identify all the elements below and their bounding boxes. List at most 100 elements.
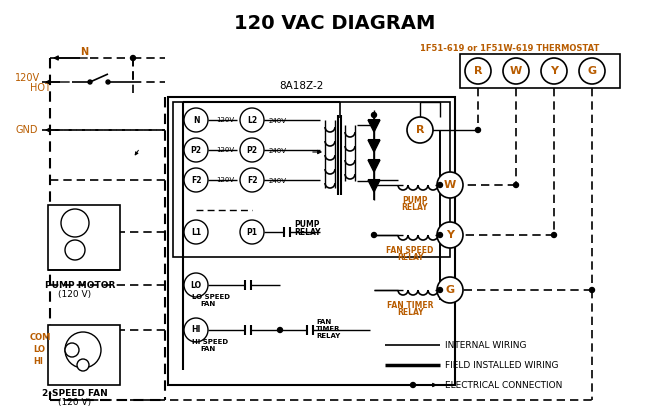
- Text: 1F51-619 or 1F51W-619 THERMOSTAT: 1F51-619 or 1F51W-619 THERMOSTAT: [420, 44, 600, 52]
- Text: LO SPEED: LO SPEED: [192, 294, 230, 300]
- Text: (120 V): (120 V): [58, 398, 91, 408]
- Circle shape: [411, 383, 415, 388]
- Polygon shape: [368, 180, 380, 192]
- Bar: [460, 54, 620, 88]
- Circle shape: [437, 172, 463, 198]
- Text: HI: HI: [33, 357, 43, 367]
- Text: 120V: 120V: [216, 147, 234, 153]
- Text: G: G: [588, 66, 596, 76]
- Circle shape: [240, 138, 264, 162]
- Circle shape: [371, 112, 377, 117]
- Text: 2-SPEED FAN: 2-SPEED FAN: [42, 388, 108, 398]
- Text: HI SPEED: HI SPEED: [192, 339, 228, 345]
- Text: RELAY: RELAY: [397, 253, 423, 262]
- Circle shape: [184, 108, 208, 132]
- Circle shape: [476, 127, 480, 132]
- Text: 120V: 120V: [15, 73, 40, 83]
- Circle shape: [503, 58, 529, 84]
- Text: R: R: [416, 125, 424, 135]
- Circle shape: [438, 287, 442, 292]
- Text: RELAY: RELAY: [294, 228, 320, 236]
- Text: RELAY: RELAY: [397, 308, 423, 317]
- Text: FAN SPEED: FAN SPEED: [387, 246, 433, 255]
- Text: ELECTRICAL CONNECTION: ELECTRICAL CONNECTION: [445, 380, 562, 390]
- Text: R: R: [474, 66, 482, 76]
- Text: N: N: [80, 47, 88, 57]
- Text: 120V: 120V: [216, 117, 234, 123]
- Text: RELAY: RELAY: [402, 203, 428, 212]
- Text: N: N: [193, 116, 199, 124]
- Text: (120 V): (120 V): [58, 290, 91, 300]
- Bar: [48, 325, 120, 385]
- Text: FAN: FAN: [316, 319, 331, 325]
- Text: P1: P1: [247, 228, 257, 236]
- Text: GND: GND: [15, 125, 38, 135]
- Circle shape: [184, 318, 208, 342]
- Text: Y: Y: [446, 230, 454, 240]
- Text: P2: P2: [247, 145, 257, 155]
- Text: 120V: 120V: [216, 177, 234, 183]
- Text: FIELD INSTALLED WIRING: FIELD INSTALLED WIRING: [445, 360, 559, 370]
- Bar: [168, 97, 455, 385]
- Circle shape: [277, 328, 283, 333]
- Circle shape: [184, 273, 208, 297]
- Circle shape: [465, 58, 491, 84]
- Circle shape: [437, 222, 463, 248]
- Circle shape: [437, 277, 463, 303]
- Circle shape: [184, 220, 208, 244]
- Circle shape: [240, 220, 264, 244]
- Text: TIMER: TIMER: [316, 326, 340, 332]
- Text: LO: LO: [33, 346, 45, 354]
- Text: Y: Y: [550, 66, 558, 76]
- Circle shape: [240, 108, 264, 132]
- Circle shape: [184, 138, 208, 162]
- Text: F2: F2: [247, 176, 257, 184]
- Text: RELAY: RELAY: [316, 333, 340, 339]
- Circle shape: [407, 117, 433, 143]
- Circle shape: [106, 80, 110, 84]
- Circle shape: [65, 343, 79, 357]
- Circle shape: [77, 359, 89, 371]
- Bar: [48, 205, 120, 270]
- Text: PUMP: PUMP: [402, 196, 427, 205]
- Text: PUMP MOTOR: PUMP MOTOR: [45, 280, 115, 290]
- Text: W: W: [444, 180, 456, 190]
- Text: 240V: 240V: [269, 118, 287, 124]
- Text: W: W: [510, 66, 522, 76]
- Text: 240V: 240V: [269, 148, 287, 154]
- Circle shape: [131, 55, 135, 60]
- Polygon shape: [368, 160, 380, 172]
- Text: LO: LO: [190, 280, 202, 290]
- Circle shape: [65, 332, 101, 368]
- Circle shape: [541, 58, 567, 84]
- Circle shape: [438, 183, 442, 187]
- Circle shape: [438, 233, 442, 238]
- Text: HOT: HOT: [30, 83, 51, 93]
- Text: 120 VAC DIAGRAM: 120 VAC DIAGRAM: [234, 14, 436, 33]
- Text: 240V: 240V: [269, 178, 287, 184]
- Circle shape: [88, 80, 92, 84]
- Circle shape: [240, 168, 264, 192]
- Circle shape: [371, 233, 377, 238]
- Text: P2: P2: [190, 145, 202, 155]
- Circle shape: [590, 287, 594, 292]
- Polygon shape: [368, 120, 380, 132]
- Text: FAN: FAN: [200, 346, 215, 352]
- Circle shape: [61, 209, 89, 237]
- Circle shape: [551, 233, 557, 238]
- Text: FAN: FAN: [200, 301, 215, 307]
- Circle shape: [513, 183, 519, 187]
- Bar: [173, 102, 450, 257]
- Text: L2: L2: [247, 116, 257, 124]
- Circle shape: [184, 168, 208, 192]
- Text: PUMP: PUMP: [294, 220, 320, 228]
- Text: F2: F2: [191, 176, 201, 184]
- Circle shape: [65, 240, 85, 260]
- Text: 8A18Z-2: 8A18Z-2: [279, 81, 324, 91]
- Text: FAN TIMER: FAN TIMER: [387, 301, 433, 310]
- Text: INTERNAL WIRING: INTERNAL WIRING: [445, 341, 527, 349]
- Text: COM: COM: [30, 334, 52, 342]
- Polygon shape: [368, 140, 380, 152]
- Text: HI: HI: [192, 326, 201, 334]
- Circle shape: [579, 58, 605, 84]
